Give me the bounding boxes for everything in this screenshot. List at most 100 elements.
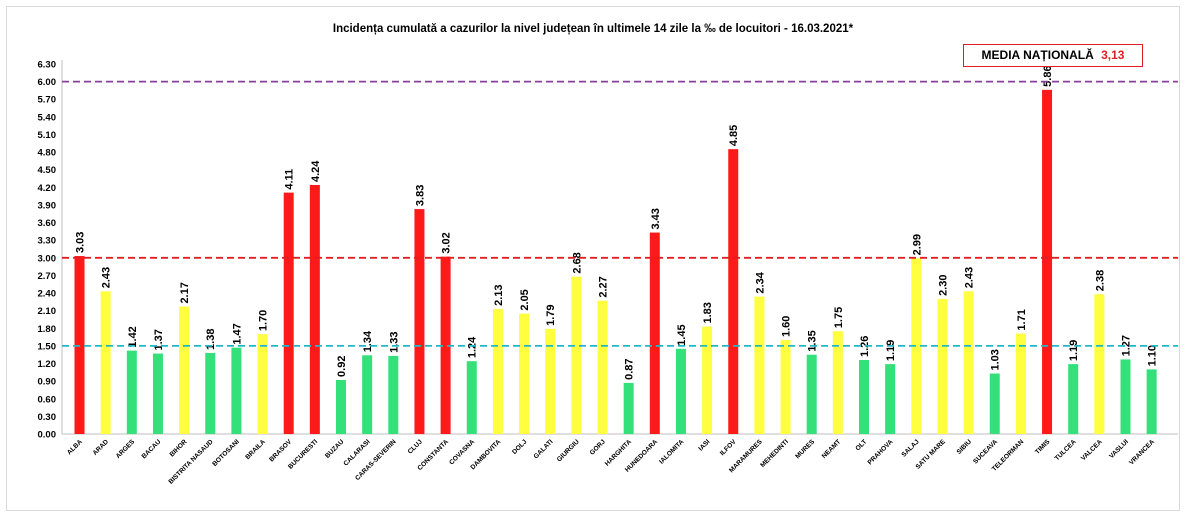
x-tick-label: ALBA bbox=[66, 438, 84, 456]
x-tick-label: VASLUI bbox=[1108, 438, 1130, 460]
bar-prahova bbox=[885, 364, 896, 434]
data-label: 4.11 bbox=[284, 169, 296, 190]
y-tick-label: 6.00 bbox=[38, 77, 57, 88]
bar-suceava bbox=[989, 373, 1000, 434]
data-label: 1.33 bbox=[388, 331, 400, 352]
x-tick-label: CLUJ bbox=[407, 438, 424, 455]
bar-constanta bbox=[440, 256, 451, 434]
national-average-box: MEDIA NAȚIONALĂ 3,13 bbox=[963, 44, 1143, 67]
data-label: 2.05 bbox=[519, 289, 531, 310]
y-tick-label: 4.20 bbox=[38, 183, 57, 194]
y-tick-label: 5.40 bbox=[38, 112, 57, 123]
x-tick-label: TULCEA bbox=[1054, 438, 1078, 462]
bar-sibiu bbox=[963, 291, 974, 434]
data-label: 5.86 bbox=[1042, 65, 1054, 86]
x-tick-label: NEAMT bbox=[821, 438, 843, 460]
bar-neamt bbox=[832, 331, 843, 434]
x-tick-label: IALOMITA bbox=[658, 438, 685, 465]
y-tick-label: 1.20 bbox=[38, 359, 57, 370]
data-label: 1.19 bbox=[885, 340, 897, 361]
bar-dambovita bbox=[492, 308, 503, 434]
data-label: 2.34 bbox=[754, 271, 766, 293]
bar-valcea bbox=[1094, 294, 1105, 434]
x-tick-label: OLT bbox=[854, 438, 868, 452]
x-tick-label: IASI bbox=[697, 438, 711, 452]
chart-title: Incidența cumulată a cazurilor la nivel … bbox=[332, 23, 854, 35]
x-tick-label: BOTOSANI bbox=[211, 438, 241, 468]
y-tick-label: 4.80 bbox=[38, 148, 57, 159]
y-tick-label: 3.90 bbox=[38, 200, 57, 211]
x-tick-label: COVASNA bbox=[448, 438, 476, 466]
bar-braila bbox=[257, 334, 268, 434]
bar-mures bbox=[806, 354, 817, 434]
data-label: 0.92 bbox=[336, 356, 348, 377]
bar-giurgiu bbox=[571, 276, 582, 434]
x-tick-label: VRANCEA bbox=[1128, 438, 1156, 466]
data-label: 1.37 bbox=[153, 329, 165, 350]
y-tick-label: 2.70 bbox=[38, 271, 57, 282]
data-label: 1.27 bbox=[1121, 335, 1133, 356]
data-label: 2.30 bbox=[937, 274, 949, 295]
bar-arad bbox=[100, 291, 111, 434]
data-label: 1.24 bbox=[467, 336, 479, 358]
y-tick-label: 3.60 bbox=[38, 218, 57, 229]
y-tick-label: 0.00 bbox=[38, 430, 57, 441]
x-tick-label: ARAD bbox=[92, 438, 111, 457]
data-label: 4.85 bbox=[728, 125, 740, 146]
data-label: 2.17 bbox=[179, 282, 191, 303]
x-tick-label: PRAHOVA bbox=[867, 438, 895, 466]
x-tick-label: BRASOV bbox=[268, 438, 293, 463]
bar-teleorman bbox=[1015, 333, 1026, 434]
x-tick-label: GIURGIU bbox=[556, 438, 581, 463]
data-label: 2.27 bbox=[598, 276, 610, 297]
bar-satu-mare bbox=[937, 298, 948, 434]
data-label: 3.03 bbox=[75, 232, 87, 253]
data-label: 1.75 bbox=[833, 307, 845, 328]
bar-galati bbox=[545, 328, 556, 434]
data-label: 3.83 bbox=[414, 185, 426, 206]
bar-bistrita-nasaud bbox=[205, 352, 216, 434]
bar-mehedinti bbox=[780, 340, 791, 434]
x-tick-label: TIMIS bbox=[1034, 438, 1052, 456]
data-label: 4.24 bbox=[310, 160, 322, 182]
bar-bihor bbox=[179, 306, 190, 434]
bar-salaj bbox=[911, 258, 922, 434]
data-label: 2.43 bbox=[101, 267, 113, 288]
bar-covasna bbox=[466, 361, 477, 434]
x-tick-label: BACAU bbox=[141, 438, 163, 460]
bar-bacau bbox=[152, 353, 163, 434]
y-tick-label: 4.50 bbox=[38, 165, 57, 176]
y-tick-label: 2.10 bbox=[38, 306, 57, 317]
bar-bucuresti bbox=[309, 184, 320, 434]
x-tick-label: BRAILA bbox=[244, 438, 267, 461]
y-tick-label: 3.00 bbox=[38, 253, 57, 264]
bar-arges bbox=[126, 350, 137, 434]
data-label: 1.03 bbox=[990, 349, 1002, 370]
national-average-value: 3,13 bbox=[1101, 48, 1125, 62]
data-label: 1.34 bbox=[362, 330, 374, 352]
x-tick-label: BUZAU bbox=[324, 438, 345, 459]
y-tick-label: 5.10 bbox=[38, 130, 57, 141]
x-tick-label: MEHEDINTI bbox=[759, 438, 790, 469]
bar-calarasi bbox=[362, 355, 373, 434]
bar-vaslui bbox=[1120, 359, 1131, 434]
data-label: 1.42 bbox=[127, 326, 139, 347]
x-tick-label: VALCEA bbox=[1080, 438, 1104, 462]
x-tick-label: MURES bbox=[794, 438, 816, 460]
bar-olt bbox=[859, 360, 869, 434]
national-average-label: MEDIA NAȚIONALĂ bbox=[981, 48, 1094, 62]
data-label: 1.60 bbox=[781, 316, 793, 337]
data-label: 1.35 bbox=[807, 330, 819, 351]
bar-hunedoara bbox=[649, 232, 660, 434]
y-tick-label: 0.90 bbox=[38, 377, 57, 388]
data-label: 1.10 bbox=[1147, 345, 1159, 366]
y-tick-label: 3.30 bbox=[38, 236, 57, 247]
data-label: 1.47 bbox=[231, 323, 243, 344]
bar-maramures bbox=[754, 296, 765, 434]
bar-harghita bbox=[623, 382, 634, 434]
y-tick-label: 5.70 bbox=[38, 95, 57, 106]
bar-iasi bbox=[702, 326, 713, 434]
x-tick-label: SUCEAVA bbox=[972, 438, 999, 465]
x-tick-label: SIBIU bbox=[956, 438, 974, 456]
